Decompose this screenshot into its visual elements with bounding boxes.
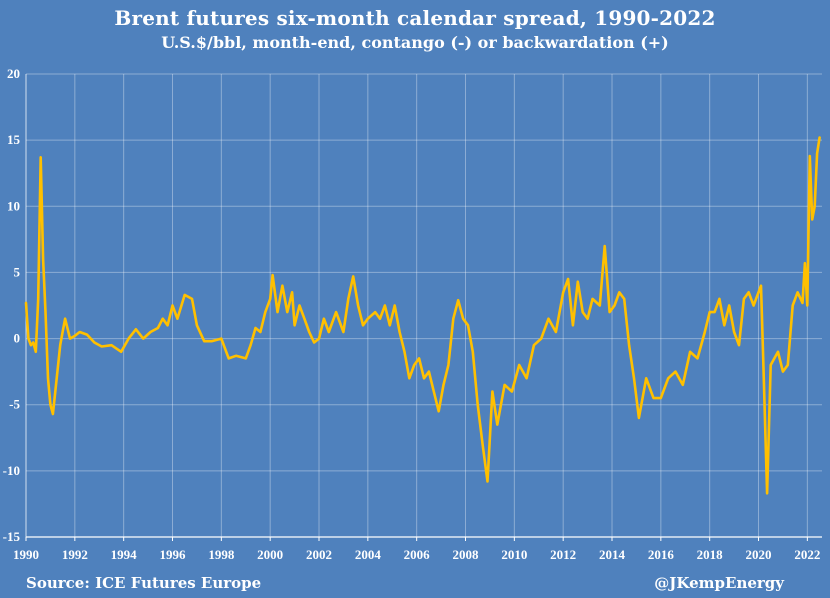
gridlines <box>25 73 822 538</box>
y-tick-label: 5 <box>14 264 21 279</box>
author-credit: @JKempEnergy <box>654 574 784 592</box>
chart-subtitle: U.S.$/bbl, month-end, contango (-) or ba… <box>161 33 669 52</box>
x-tick-label: 2000 <box>257 547 283 562</box>
x-tick-label: 1994 <box>111 547 138 562</box>
y-tick-label: 20 <box>7 66 20 81</box>
chart-title: Brent futures six-month calendar spread,… <box>114 6 716 30</box>
source-note: Source: ICE Futures Europe <box>26 574 262 592</box>
x-tick-label: 2012 <box>550 547 576 562</box>
x-tick-label: 2008 <box>453 547 480 562</box>
x-tick-label: 1996 <box>160 547 187 562</box>
y-tick-label: 0 <box>14 331 21 346</box>
y-tick-labels: -15 -10 -5 0 5 10 15 20 <box>3 66 21 544</box>
x-tick-label: 2002 <box>306 547 332 562</box>
x-tick-label: 2018 <box>697 547 724 562</box>
x-tick-label: 2010 <box>501 547 527 562</box>
y-tick-label: -10 <box>3 463 20 478</box>
x-tick-label: 1998 <box>208 547 235 562</box>
x-tick-label: 2020 <box>746 547 772 562</box>
x-tick-labels: 1990 1992 1994 1996 1998 2000 2002 2004 2006 2008… <box>13 547 820 562</box>
x-tick-label: 2016 <box>648 547 675 562</box>
series-layer <box>24 136 821 495</box>
x-tick-label: 1992 <box>62 547 88 562</box>
y-tick-label: 10 <box>7 198 20 213</box>
x-tick-label: 1990 <box>13 547 39 562</box>
x-tick-label: 2022 <box>794 547 820 562</box>
y-tick-label: -5 <box>9 397 20 412</box>
y-tick-label: -15 <box>3 529 21 544</box>
series-line-0 <box>24 136 821 495</box>
x-tick-label: 2014 <box>599 547 626 562</box>
x-tick-label: 2006 <box>404 547 431 562</box>
y-tick-label: 15 <box>7 132 21 147</box>
x-tick-label: 2004 <box>355 547 382 562</box>
